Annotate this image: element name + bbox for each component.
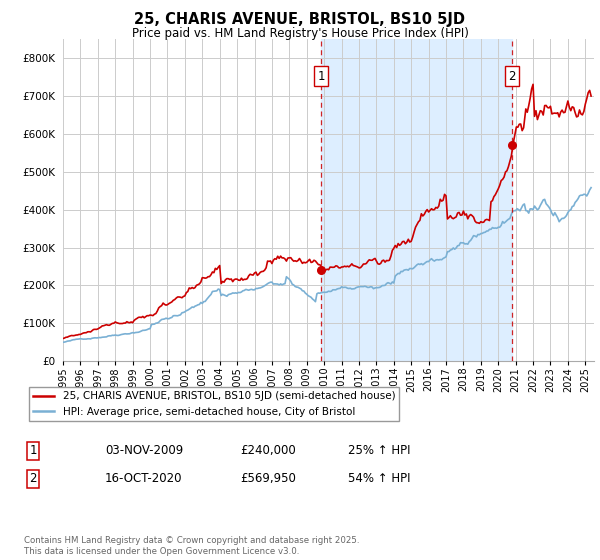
Bar <box>322 39 512 361</box>
Text: £240,000: £240,000 <box>240 444 296 458</box>
Text: 25, CHARIS AVENUE, BRISTOL, BS10 5JD: 25, CHARIS AVENUE, BRISTOL, BS10 5JD <box>134 12 466 27</box>
Text: 2: 2 <box>508 70 516 83</box>
Text: 54% ↑ HPI: 54% ↑ HPI <box>348 472 410 486</box>
Text: £569,950: £569,950 <box>240 472 296 486</box>
Text: 1: 1 <box>29 444 37 458</box>
Text: Contains HM Land Registry data © Crown copyright and database right 2025.
This d: Contains HM Land Registry data © Crown c… <box>24 536 359 556</box>
Text: 1: 1 <box>317 70 325 83</box>
Text: 16-OCT-2020: 16-OCT-2020 <box>105 472 182 486</box>
Text: 03-NOV-2009: 03-NOV-2009 <box>105 444 183 458</box>
Text: Price paid vs. HM Land Registry's House Price Index (HPI): Price paid vs. HM Land Registry's House … <box>131 27 469 40</box>
Legend: 25, CHARIS AVENUE, BRISTOL, BS10 5JD (semi-detached house), HPI: Average price, : 25, CHARIS AVENUE, BRISTOL, BS10 5JD (se… <box>29 387 400 421</box>
Text: 2: 2 <box>29 472 37 486</box>
Text: 25% ↑ HPI: 25% ↑ HPI <box>348 444 410 458</box>
